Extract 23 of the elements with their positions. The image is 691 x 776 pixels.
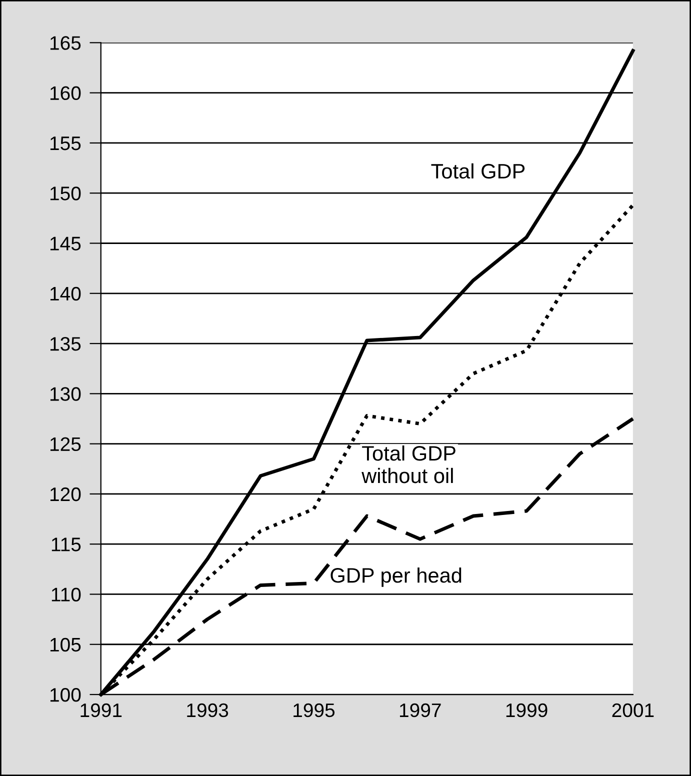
y-tick-label: 100 (50, 688, 81, 702)
x-tick-label: 1991 (80, 703, 122, 718)
x-tick-label: 1999 (506, 703, 548, 718)
series-label: GDP per head (330, 567, 462, 587)
y-tick-label: 110 (52, 588, 81, 602)
y-tick-label: 120 (50, 487, 81, 502)
y-tick-label: 155 (50, 136, 81, 150)
y-tick-label: 150 (50, 186, 81, 200)
y-tick-label: 135 (50, 336, 81, 351)
y-tick-label: 115 (52, 538, 81, 552)
x-tick-label: 1995 (294, 703, 335, 718)
y-tick-label: 105 (50, 638, 81, 652)
y-tick-label: 125 (50, 437, 81, 452)
y-tick-label: 140 (50, 286, 81, 301)
y-tick-label: 165 (50, 36, 81, 50)
x-tick-label: 2001 (612, 703, 654, 718)
y-tick-label: 160 (50, 86, 81, 100)
y-tick-label: 145 (50, 236, 81, 250)
x-tick-label: 1993 (187, 703, 228, 718)
series-label: Total GDP (431, 163, 525, 179)
x-tick-label: 1997 (400, 703, 441, 718)
series-label: Total GDP without oil (362, 445, 456, 484)
y-tick-label: 130 (50, 387, 81, 401)
